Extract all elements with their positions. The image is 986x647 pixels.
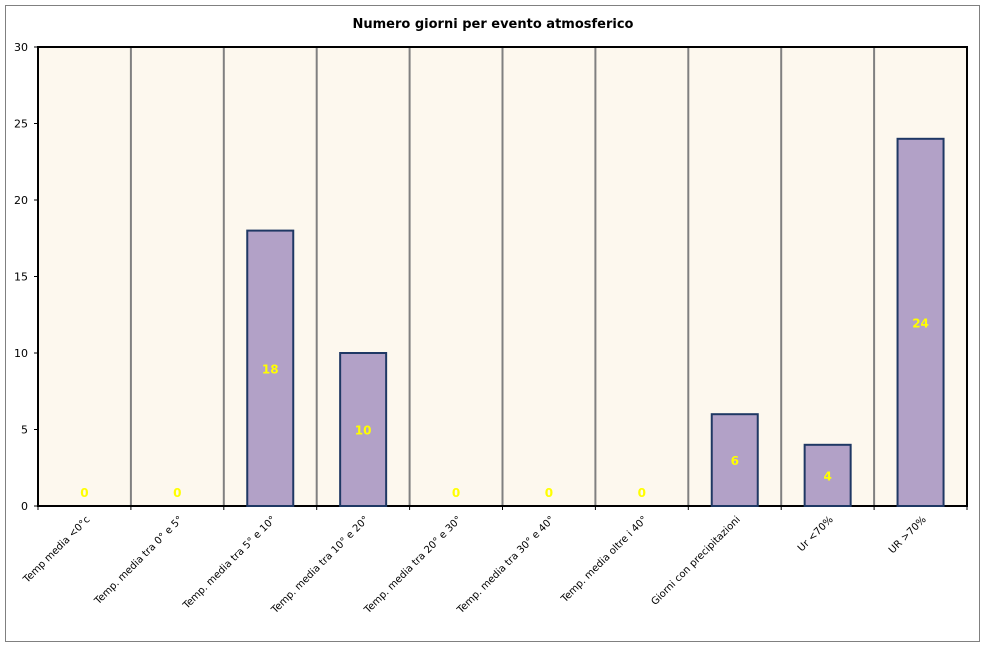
bar — [246, 229, 295, 507]
y-tick-label: 15 — [14, 271, 28, 284]
bar — [339, 352, 388, 507]
y-tick-label: 0 — [21, 500, 28, 513]
x-tick-label: Temp media <0°c — [21, 514, 93, 586]
chart-title: Numero giorni per evento atmosferico — [353, 17, 634, 32]
data-label: 0 — [545, 486, 553, 500]
data-label: 0 — [452, 486, 460, 500]
bar — [710, 413, 759, 508]
data-label: 0 — [80, 486, 88, 500]
bar — [896, 137, 945, 508]
x-tick-label: Temp. media tra 5° e 10° — [181, 514, 279, 612]
x-tick-label: Temp. media tra 0° e 5° — [92, 514, 185, 607]
data-label: 10 — [355, 424, 372, 438]
x-tick-label: Temp. media tra 20° e 30° — [362, 514, 464, 616]
x-tick-label: Temp. media oltre i 40° — [559, 514, 650, 605]
data-label: 24 — [912, 316, 929, 330]
data-label: 0 — [173, 486, 181, 500]
x-tick-label: Giorni con precipitazioni — [649, 514, 742, 607]
y-tick-label: 30 — [14, 41, 28, 54]
data-label: 4 — [823, 469, 831, 483]
y-tick-label: 25 — [14, 118, 28, 131]
x-tick-label: Temp. media tra 30° e 40° — [455, 514, 557, 616]
y-tick-label: 10 — [14, 347, 28, 360]
data-label: 6 — [731, 454, 739, 468]
y-tick-label: 5 — [21, 424, 28, 437]
x-tick-label: Ur <70% — [796, 514, 836, 554]
data-label: 18 — [262, 362, 279, 376]
bar — [803, 443, 852, 507]
x-tick-label: Temp. media tra 10° e 20° — [269, 514, 371, 616]
x-tick-label: UR >70% — [887, 514, 929, 556]
y-tick-label: 20 — [14, 194, 28, 207]
data-label: 0 — [638, 486, 646, 500]
